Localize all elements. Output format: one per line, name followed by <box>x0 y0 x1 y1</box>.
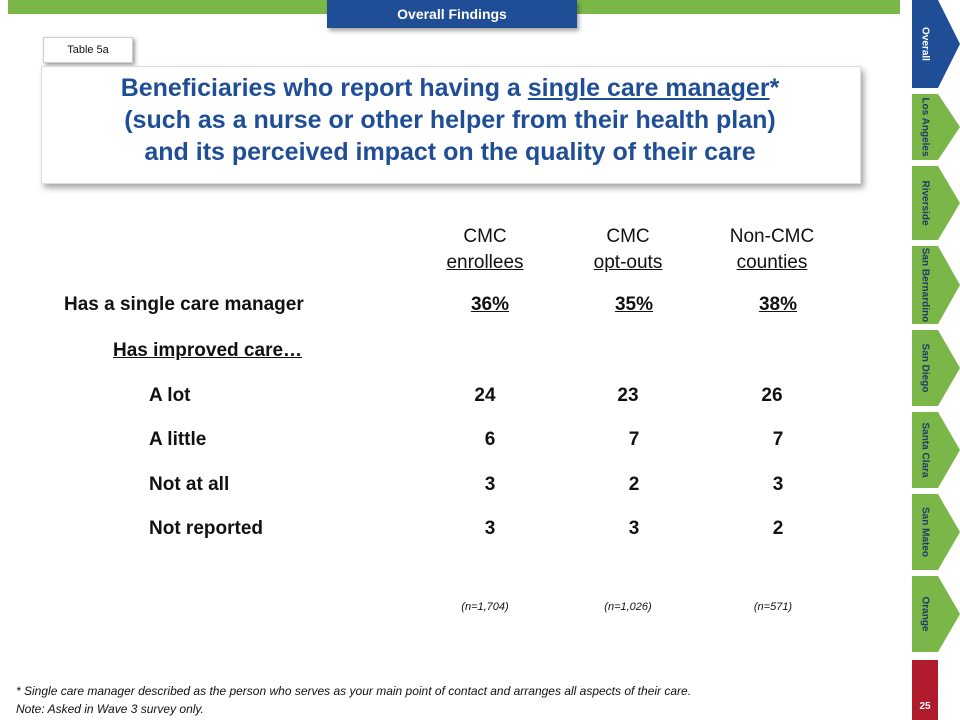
nav-tab-san-diego[interactable]: San Diego <box>912 330 960 406</box>
column-header-cmc-enrollees: CMC enrollees <box>446 226 524 273</box>
table-cell: 3 <box>484 474 496 495</box>
table-cell: 3 <box>628 518 640 539</box>
table-cell: 6 <box>484 429 496 450</box>
table-cell: 36% <box>470 294 510 315</box>
nav-tab-los-angeles[interactable]: Los Angeles <box>912 94 960 160</box>
table-cell: 38% <box>758 294 798 315</box>
table-cell: 2 <box>772 518 784 539</box>
column-header-cmc-optouts: CMC opt-outs <box>593 226 663 273</box>
title-underlined-term: single care manager <box>527 74 770 102</box>
table-cell: 23 <box>617 385 639 406</box>
sample-size: (n=1,704) <box>461 601 509 613</box>
table-cell: 7 <box>772 429 784 450</box>
nav-tab-riverside[interactable]: Riverside <box>912 166 960 240</box>
table-cell: 24 <box>474 385 496 406</box>
page-title: Beneficiaries who report having a single… <box>120 74 780 166</box>
nav-tab-santa-clara[interactable]: Santa Clara <box>912 412 960 488</box>
table-cell: 2 <box>628 474 640 495</box>
nav-tab-overall[interactable]: Overall <box>912 0 960 88</box>
table-cell: 35% <box>614 294 654 315</box>
region-nav: Overall Los Angeles Riverside San Bernar… <box>912 0 960 720</box>
table-cell: 3 <box>484 518 496 539</box>
section-tab: Overall Findings <box>327 0 577 28</box>
nav-tab-orange[interactable]: Orange <box>912 576 960 652</box>
page-number: 25 <box>912 660 938 720</box>
table-cell: 26 <box>761 385 783 406</box>
row-label-a-lot: A lot <box>149 385 191 406</box>
table-cell: 3 <box>772 474 784 495</box>
footnote: * Single care manager described as the p… <box>16 684 692 716</box>
nav-tab-san-bernardino[interactable]: San Bernardino <box>912 246 960 324</box>
sample-size: (n=571) <box>753 601 793 613</box>
row-label-has-manager: Has a single care manager <box>64 294 304 315</box>
title-box <box>41 66 861 184</box>
row-label-not-reported: Not reported <box>149 518 263 539</box>
table-cell: 7 <box>628 429 640 450</box>
table-tag: Table 5a <box>43 37 133 63</box>
row-label-not-at-all: Not at all <box>149 474 230 495</box>
row-label-improved-care: Has improved care… <box>113 340 303 361</box>
nav-tab-san-mateo[interactable]: San Mateo <box>912 494 960 570</box>
sample-size: (n=1,026) <box>604 601 652 613</box>
row-label-a-little: A little <box>149 429 207 450</box>
column-header-non-cmc: Non-CMC counties <box>729 226 815 273</box>
